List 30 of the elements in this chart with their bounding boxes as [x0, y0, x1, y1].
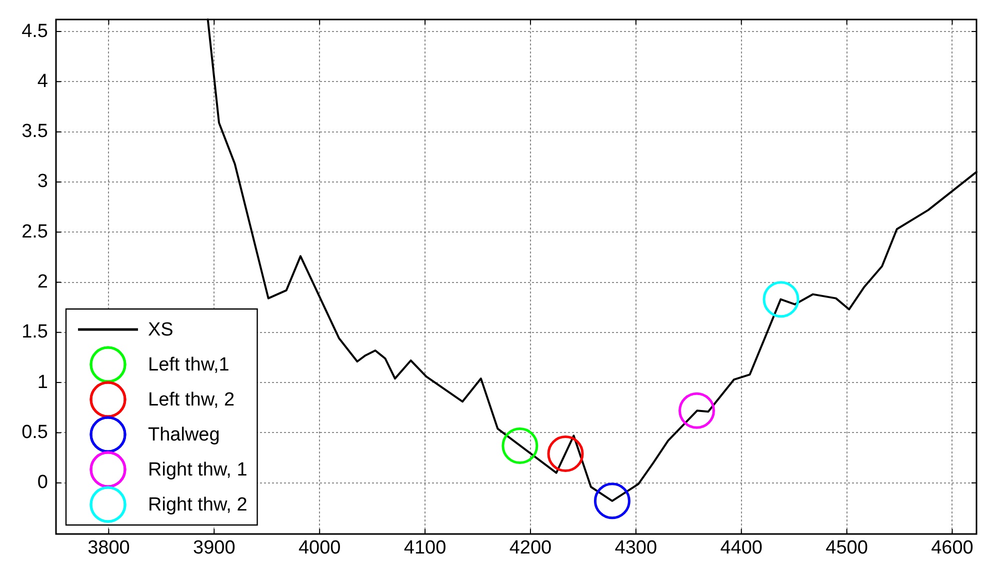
legend-label: Left thw, 2 — [148, 390, 235, 411]
y-tick-label: 2 — [37, 272, 48, 292]
x-tick-label: 4200 — [509, 538, 552, 559]
x-tick-label: 4100 — [404, 538, 446, 559]
y-tick-label: 3.5 — [22, 121, 48, 142]
legend-label: Right thw, 2 — [148, 494, 248, 516]
legend-label: Right thw, 1 — [148, 460, 248, 481]
y-tick-label: 3 — [37, 171, 48, 192]
x-tick-label: 4300 — [614, 538, 658, 559]
point — [547, 436, 584, 472]
point — [594, 482, 630, 520]
y-tick-label: 1 — [37, 372, 48, 393]
y-tick-label: 4.5 — [22, 20, 48, 42]
x-tick-label: 4500 — [826, 538, 868, 559]
y-tick-label: 0 — [37, 472, 48, 494]
y-tick-label: 0.5 — [22, 422, 48, 443]
point — [678, 392, 716, 429]
legend-label: XS — [148, 320, 174, 341]
y-tick-label: 2.5 — [22, 221, 48, 242]
legend-label: Left thw,1 — [148, 354, 230, 376]
point — [762, 281, 800, 318]
y-tick-label: 1.5 — [22, 322, 48, 343]
x-tick-label: 3800 — [88, 538, 130, 559]
y-tick-label: 4 — [37, 70, 48, 92]
legend-label: Thalweg — [148, 424, 220, 446]
x-tick-label: 4400 — [720, 538, 763, 559]
x-tick-label: 3900 — [193, 538, 236, 559]
point — [502, 427, 538, 464]
x-tick-label: 4600 — [931, 538, 974, 559]
x-tick-label: 4000 — [298, 538, 341, 559]
